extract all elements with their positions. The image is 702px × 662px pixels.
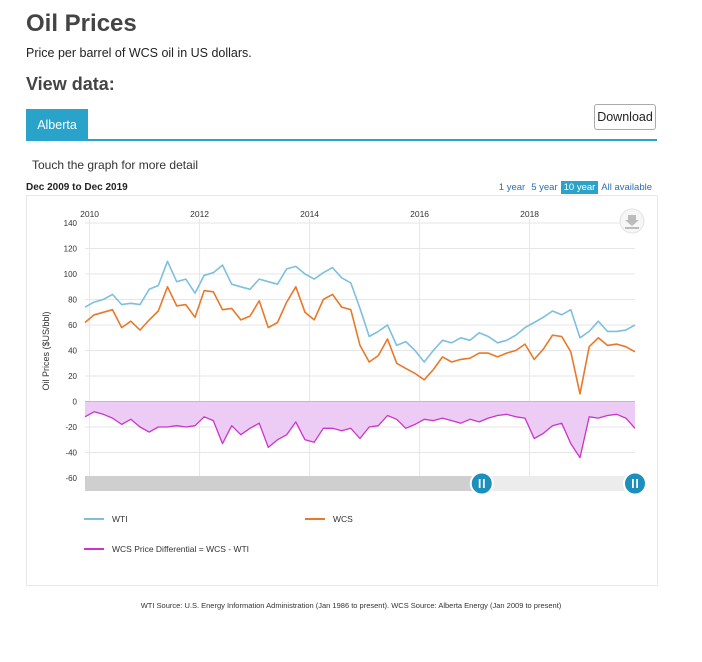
range-selector: 1 year 5 year 10 year All available [496,181,655,194]
x-tick-label: 2010 [80,209,99,219]
x-tick-label: 2012 [190,209,209,219]
y-tick-label: 60 [68,321,77,330]
y-tick-label: -60 [65,474,77,483]
legend-label: WCS [333,514,353,524]
range-1-year-button[interactable]: 1 year [498,182,526,193]
differential-area [85,401,635,458]
range-10-year-button[interactable]: 10 year [560,181,599,194]
download-button[interactable]: Download [594,104,656,130]
date-range-label: Dec 2009 to Dec 2019 [26,182,128,193]
legend-differential[interactable]: WCS Price Differential = WCS - WTI [84,544,249,554]
navigator-handle-right[interactable] [623,471,647,496]
legend-wti[interactable]: WTI [84,514,128,524]
oil-price-chart[interactable]: 140 120 100 80 60 40 20 0 -20 -40 -60 2010 2012 2014… [27,196,657,585]
differential-line[interactable] [84,411,636,459]
legend-label: WCS Price Differential = WCS - WTI [112,544,249,554]
legend: WTI WCS WCS Price Differential = WCS - WTI [84,514,353,554]
view-data-heading: View data: [26,74,115,94]
export-button[interactable] [619,208,645,234]
x-axis-ticks: 2010 2012 2014 2016 2018 [80,209,539,219]
navigator-handle-left[interactable] [469,471,494,496]
x-tick-label: 2018 [520,209,539,219]
y-axis-label: Oil Prices ($US/bbl) [41,311,51,390]
pause-bars-icon [632,479,638,488]
range-navigator[interactable] [85,471,647,496]
x-tick-label: 2016 [410,209,429,219]
page-title: Oil Prices [26,10,137,37]
y-tick-label: -20 [65,423,77,432]
y-tick-label: 80 [68,296,77,305]
legend-label: WTI [112,514,128,524]
chart-hint: Touch the graph for more detail [32,158,199,172]
source-note: WTI Source: U.S. Energy Information Admi… [140,601,562,610]
series [84,260,636,459]
range-all-button[interactable]: All available [601,182,652,193]
y-tick-label: 140 [64,219,78,228]
page-subtitle: Price per barrel of WCS oil in US dollar… [26,46,252,60]
y-tick-label: 0 [73,398,78,407]
tab-alberta[interactable]: Alberta [26,109,88,140]
range-5-year-button[interactable]: 5 year [531,182,558,193]
legend-wcs[interactable]: WCS [305,514,353,524]
x-tick-label: 2014 [300,209,319,219]
grid [85,219,635,479]
y-axis-ticks: 140 120 100 80 60 40 20 0 -20 -40 -60 [64,219,78,483]
navigator-mask [85,476,484,491]
y-tick-label: 100 [64,270,78,279]
y-tick-label: 40 [68,347,77,356]
download-arrow-icon [625,215,639,229]
y-tick-label: 20 [68,372,77,381]
wcs-line[interactable] [84,286,636,395]
tab-underline [26,139,657,141]
y-tick-label: -40 [65,449,77,458]
pause-bars-icon [478,479,485,488]
chart-container: 140 120 100 80 60 40 20 0 -20 -40 -60 2010 2012 2014… [26,195,658,586]
y-tick-label: 120 [64,245,78,254]
wti-line[interactable] [84,260,636,363]
